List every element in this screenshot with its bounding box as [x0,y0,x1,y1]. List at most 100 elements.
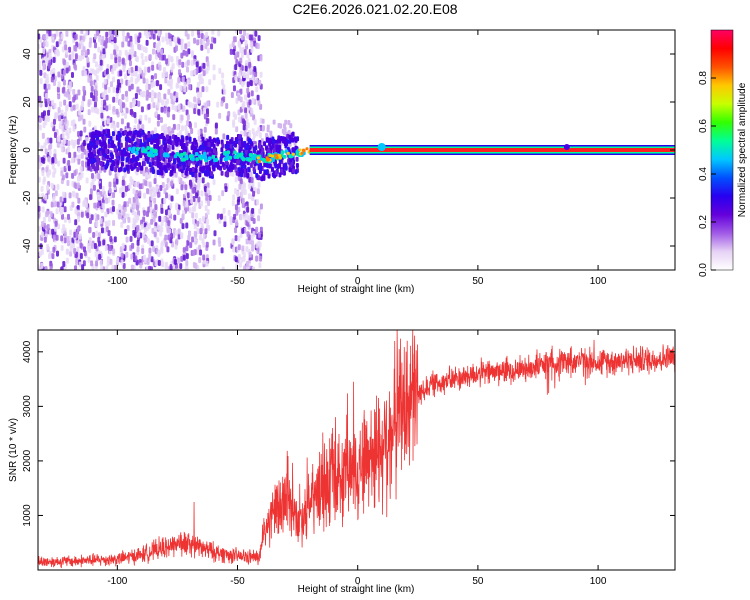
spectrogram-x-ticks: -100 -50 0 50 100 [107,30,607,287]
spectrogram-band-cell [106,154,110,160]
spectrogram-noise-cell [134,78,138,85]
spectrogram-noise-cell [199,249,203,256]
spectrogram-noise-cell [217,237,221,244]
spectrogram-band-cell [99,161,103,167]
spectrogram-noise-cell [202,62,206,69]
spectrogram-panel: -100 -50 0 50 100 -40 -20 0 20 40 Height of stra… [8,29,676,295]
spectrogram-noise-cell [175,188,179,195]
spectrogram-ridge-cell [282,154,287,159]
spectrogram-noise-cell [119,187,123,194]
spectrogram-ridge-cell [128,146,132,151]
spectrogram-noise-cell [232,48,236,55]
spectrogram-noise-cell [54,112,58,119]
spectrogram-band-cell [291,131,295,137]
spectrogram-noise-cell [95,260,99,267]
spectrogram-noise-cell [88,237,92,244]
spectrogram-band-cell [120,151,124,157]
spectrogram-noise-cell [68,192,72,199]
spectrogram-noise-cell [121,30,125,37]
spectrogram-noise-cell [165,32,169,39]
spectrogram-noise-cell [132,196,136,203]
spectrogram-noise-cell [261,118,265,124]
spectrogram-band-cell [151,160,155,166]
spectrogram-noise-cell [241,245,245,252]
spectrogram-band-cell [147,132,151,138]
spectrogram-noise-cell [244,39,248,46]
spectrogram-noise-cell [61,46,65,53]
spectrogram-band-cell [126,156,130,162]
spectrogram-noise-cell [161,72,165,79]
spectrogram-noise-cell [61,87,65,94]
spectrogram-band-cell [120,156,124,162]
spectrogram-noise-cell [206,187,210,194]
spectrogram-noise-cell [137,37,141,44]
spectrogram-band-cell [229,143,233,149]
spectrogram-noise-cell [99,59,103,66]
spectrogram-band-cell [289,157,293,163]
spectrogram-noise-cell [128,182,132,189]
spectrogram-noise-cell [46,243,50,250]
spectrogram-noise-cell [124,112,128,119]
spectrogram-band-cell [89,153,93,159]
spectrogram-noise-cell [179,85,183,92]
spectrogram-noise-cell [40,185,44,192]
spectrogram-band-cell [127,152,131,158]
spectrogram-noise-cell [289,123,293,129]
spectrogram-noise-cell [93,53,97,60]
spectrogram-band-cell [171,144,175,150]
spectrogram-noise-cell [196,91,200,98]
spectrogram-noise-cell [41,170,45,177]
spectrogram-noise-cell [251,207,255,214]
spectrogram-noise-cell [63,197,67,204]
spectrogram-noise-cell [113,236,117,243]
spectrogram-band-cell [274,163,278,169]
spectrogram-noise-cell [120,118,124,125]
spectrogram-noise-cell [197,129,201,136]
spectrogram-noise-cell [38,161,41,168]
spectrogram-noise-cell [221,266,225,270]
spectrogram-noise-cell [246,32,250,39]
spectrogram-noise-cell [160,220,164,227]
spectrogram-noise-cell [53,148,57,155]
colorbar-tick-label: 0.2 [698,215,709,229]
spectrogram-noise-cell [196,66,200,73]
spectrogram-band-cell [276,138,280,144]
spectrogram-band-cell [243,172,247,178]
snr-y-tick-label: 2000 [22,449,33,472]
spectrogram-noise-cell [164,71,168,78]
spectrogram-noise-cell [147,206,151,213]
spectrogram-noise-cell [161,261,165,268]
spectrogram-noise-cell [245,238,249,245]
spectrogram-noise-cell [123,201,127,208]
spectrogram-noise-cell [167,106,171,113]
spectrogram-noise-cell [48,215,52,222]
spectrogram-noise-cell [133,211,137,218]
spectrogram-noise-cell [239,214,243,221]
spectrogram-noise-cell [259,71,263,78]
spectrogram-noise-cell [153,173,157,180]
spectrogram-noise-cell [97,232,101,239]
spectrogram-noise-cell [100,264,104,270]
spectrogram-noise-cell [72,119,76,126]
spectrogram-noise-cell [143,192,147,199]
spectrogram-band-cell [89,158,93,164]
spectrogram-ridge-cell [180,157,185,162]
spectrogram-noise-cell [97,46,101,53]
spectrogram-noise-cell [204,43,208,50]
spectrogram-noise-cell [57,81,61,88]
spectrogram-noise-cell [255,242,259,249]
spectrogram-noise-cell [146,89,150,96]
spectrogram-noise-cell [41,221,45,228]
spectrogram-noise-cell [89,165,93,172]
spectrogram-noise-cell [125,95,129,102]
spectrogram-noise-cell [68,54,72,61]
spectrogram-noise-cell [191,30,195,37]
spectrogram-noise-cell [145,172,149,179]
spectrogram-noise-cell [241,103,245,110]
spectrogram-noise-cell [234,176,238,183]
spectrogram-noise-cell [159,48,163,55]
spectrogram-noise-cell [89,74,93,81]
spectrogram-noise-cell [66,213,70,220]
spectrogram-band-cell [205,165,209,171]
spectrogram-noise-cell [111,68,115,75]
